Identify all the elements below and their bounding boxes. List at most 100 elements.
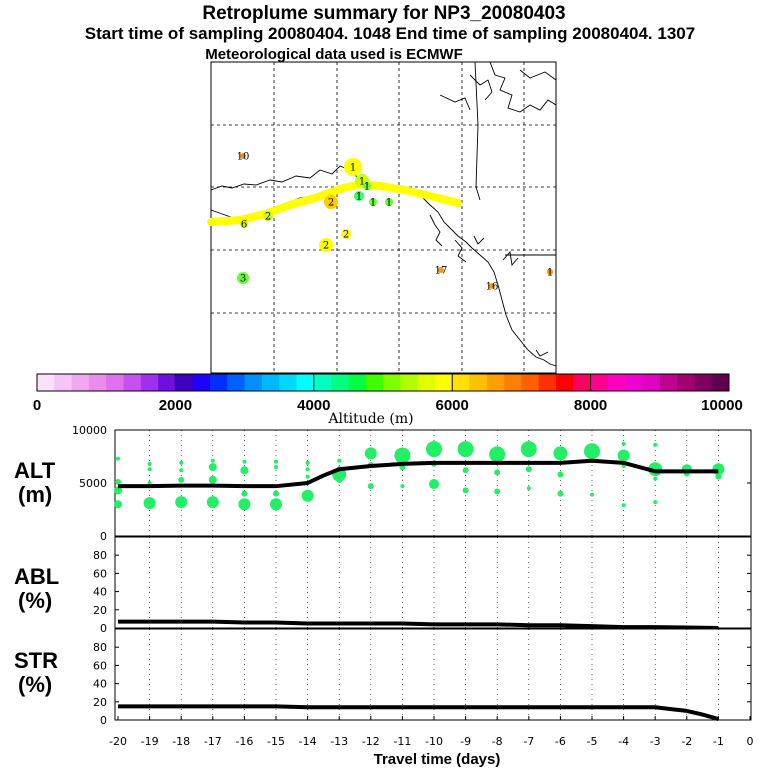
x-tick-label: -17	[204, 735, 222, 748]
colorbar-cell	[279, 374, 297, 391]
map-label-marker: 1	[547, 268, 553, 279]
y-tick-label: 80	[93, 641, 107, 654]
map-marker-dot	[324, 195, 338, 209]
colorbar-cell	[37, 374, 55, 391]
alt-scatter-point	[557, 471, 564, 478]
colorbar-cell	[434, 374, 453, 391]
alt-scatter-point	[653, 500, 658, 505]
x-tick-label: -2	[681, 735, 692, 748]
map-marker-dot	[237, 272, 249, 284]
colorbar-cell	[607, 374, 626, 391]
map-marker-dot	[489, 283, 495, 289]
alt-yticks: 10000 5000 0	[72, 424, 751, 543]
abl-grid	[149, 537, 719, 628]
y-tick-label: 0	[100, 530, 107, 543]
x-tick-label: -10	[425, 735, 443, 748]
colorbar-cell	[227, 374, 245, 391]
alt-scatter-point	[274, 459, 278, 464]
str-yticks: 80 60 40 20 0	[93, 641, 751, 727]
alt-scatter-point	[147, 467, 152, 472]
x-tick-label: -18	[172, 735, 190, 748]
map-marker-dot	[547, 269, 553, 275]
alt-scatter	[114, 441, 725, 511]
alt-scatter-point	[147, 481, 152, 485]
colorbar-cell	[469, 374, 488, 391]
colorbar-dividers	[174, 374, 592, 391]
colorbar-cell	[452, 374, 470, 391]
x-tick-label: -9	[460, 735, 471, 748]
colorbar-cell	[331, 374, 349, 391]
map-marker-label: 1	[359, 177, 365, 188]
colorbar-cell	[400, 374, 418, 391]
alt-scatter-point	[305, 474, 310, 479]
alt-median-line	[118, 458, 719, 489]
map-label-marker: 2	[341, 229, 351, 241]
str-line	[118, 704, 719, 722]
map-marker-label: 1	[364, 182, 370, 193]
colorbar-cell	[573, 374, 591, 391]
alt-scatter-point	[400, 484, 405, 489]
x-tick-label: -16	[235, 735, 253, 748]
colorbar-cell	[677, 374, 695, 391]
alt-scatter-point	[525, 466, 532, 473]
map-label-marker: 6	[240, 220, 248, 231]
alt-scatter-point	[367, 483, 374, 490]
map-label-marker: 16	[486, 282, 499, 293]
alt-scatter-point	[274, 465, 278, 470]
alt-panel: ALT (m) 10000 5000 0	[14, 424, 752, 543]
x-tick-label: -8	[492, 735, 503, 748]
alt-scatter-point	[621, 503, 626, 508]
alt-scatter-point	[175, 496, 188, 509]
map-label-marker: 2	[324, 195, 338, 209]
colorbar-cell	[365, 374, 384, 391]
str-grid	[149, 629, 719, 720]
alt-scatter-point	[178, 476, 185, 483]
colorbar-tick-2000: 2000	[159, 397, 192, 414]
alt-scatter-point	[336, 476, 343, 483]
x-tick-label: -13	[330, 735, 348, 748]
colorbar-cell	[158, 374, 176, 391]
alt-scatter-point	[621, 441, 626, 446]
alt-scatter-point	[301, 489, 314, 502]
x-tick-label: -11	[393, 735, 411, 748]
x-axis-ticks: -20 -19 -18 -17 -16 -15 -14 -13 -12 -11 -10 -9 -8 -7-…	[109, 716, 754, 748]
alt-scatter-point	[457, 441, 474, 458]
map-label-marker: 3	[237, 272, 249, 285]
map-marker-label: 10	[237, 152, 250, 163]
alt-scatter-point	[462, 487, 469, 494]
map-marker-dot	[354, 191, 364, 201]
abl-panel: ABL (%) 80 60 40 20 0	[14, 536, 752, 635]
colorbar-cell	[71, 374, 90, 391]
alt-scatter-point	[116, 456, 120, 461]
alt-scatter-point	[242, 459, 247, 464]
meteorological-data-subtitle: Meteorological data used is ECMWF	[205, 46, 463, 63]
alt-scatter-point	[273, 490, 279, 497]
alt-scatter-point	[394, 447, 411, 464]
alt-scatter-point	[210, 458, 215, 463]
y-tick-label: 40	[93, 678, 107, 691]
map-marker-dot	[344, 158, 362, 176]
colorbar-cell	[54, 374, 72, 391]
colorbar-cell	[504, 374, 522, 391]
colorbar-cell	[486, 374, 505, 391]
map-marker-dot	[369, 198, 377, 206]
colorbar-cell	[261, 374, 280, 391]
plume-band	[207, 179, 462, 226]
map-marker-dot	[240, 220, 248, 228]
map-label-marker: 10	[237, 152, 250, 163]
sampling-time-subtitle: Start time of sampling 20080404. 1048 En…	[84, 24, 696, 43]
alt-scatter-point	[520, 441, 537, 458]
x-tick-label: -20	[109, 735, 127, 748]
colorbar-cell	[383, 374, 401, 391]
map-label-marker: 1	[354, 191, 364, 203]
alt-ylabel-unit: (m)	[18, 482, 52, 507]
alt-scatter-point	[494, 469, 501, 476]
map-label-marker: 2	[319, 238, 333, 252]
colorbar-ticks: 0 2000 4000 6000 8000 10000	[33, 397, 743, 414]
map-marker-dot	[438, 267, 444, 273]
alt-scatter-point	[526, 486, 531, 491]
map-grid	[211, 62, 556, 373]
x-tick-label: -6	[555, 735, 566, 748]
alt-scatter-point	[114, 500, 122, 509]
colorbar-cell	[556, 374, 574, 391]
